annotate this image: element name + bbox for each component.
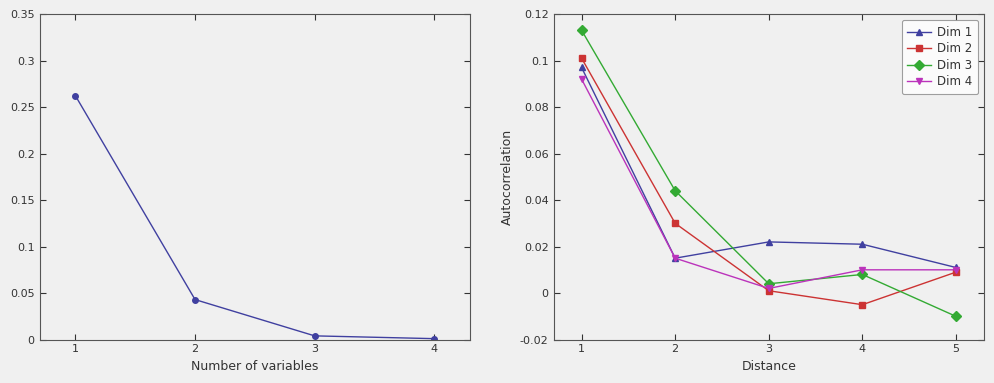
X-axis label: Distance: Distance: [742, 360, 796, 373]
Y-axis label: Autocorrelation: Autocorrelation: [501, 129, 514, 225]
Legend: Dim 1, Dim 2, Dim 3, Dim 4: Dim 1, Dim 2, Dim 3, Dim 4: [902, 20, 978, 94]
X-axis label: Number of variables: Number of variables: [191, 360, 318, 373]
